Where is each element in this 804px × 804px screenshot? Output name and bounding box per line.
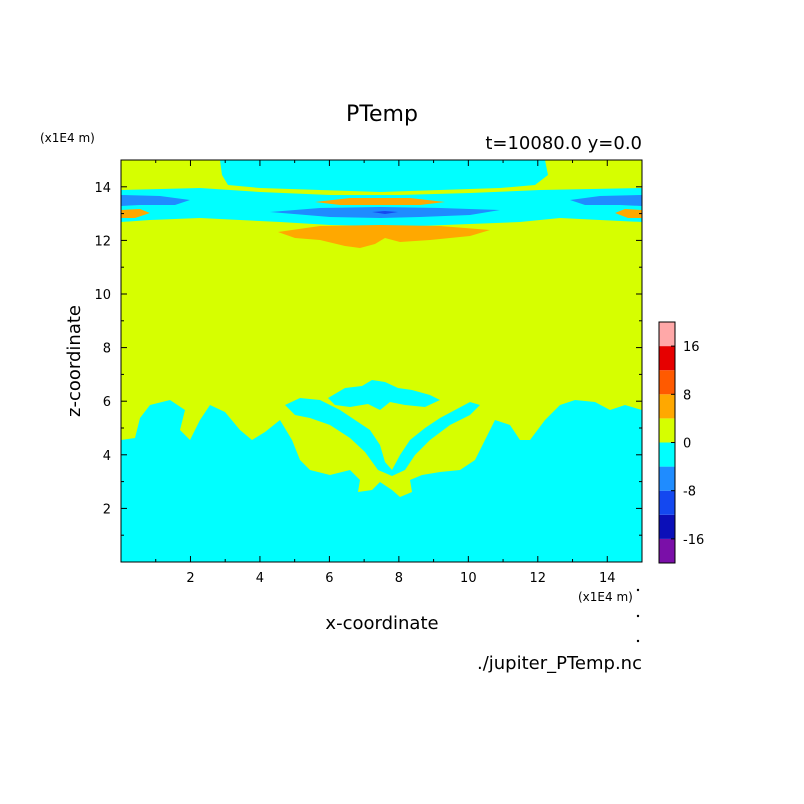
chart-title: PTemp [346,102,418,127]
x-tick-label: 10 [460,571,477,586]
y-tick-label: 14 [94,181,111,196]
y-tick-label: 12 [94,234,111,249]
colorbar-segment [659,394,675,419]
y-tick-label: 4 [103,449,111,464]
region-positive-orange-band-low [278,225,490,248]
region-positive-orange-left [121,209,150,218]
region-negative-upper-band [121,188,642,226]
colorbar-label: 16 [683,340,700,355]
x-tick-label: 12 [530,571,547,586]
x-axis: 2 4 6 8 10 12 14 [155,160,616,586]
y-axis-title: z-coordinate [64,305,85,417]
y-axis-unit: (x1E4 m) [40,131,95,145]
source-file-label: ./jupiter_PTemp.nc [477,653,642,674]
x-axis-title: x-coordinate [325,613,438,634]
contour-fill [121,160,642,562]
x-tick-label: 14 [599,571,616,586]
chart-subtitle: t=10080.0 y=0.0 [485,133,642,154]
y-axis: 2 4 6 8 10 12 14 [94,181,642,536]
colorbar-segment [659,466,675,491]
colorbar-label: 8 [683,388,691,403]
x-tick-label: 8 [395,571,403,586]
plot-frame [120,159,643,563]
region-negative-blue-band-left [121,195,190,206]
colorbar-segment [659,322,675,347]
region-negative-blue-core [372,211,398,214]
x-tick-label: 2 [186,571,194,586]
region-negative-left-patch [155,420,178,452]
region-negative-lower [121,400,642,562]
region-positive-orange-right [615,209,642,218]
colorbar-segment [659,442,675,467]
colorbar-label: 0 [683,437,691,452]
colorbar-segment [659,418,675,443]
region-negative-top-cap [220,160,548,192]
colorbar-segment [659,490,675,515]
colorbar-segment [659,370,675,395]
x-axis-unit: (x1E4 m) [578,590,633,604]
colorbar-segment [659,538,675,563]
colorbar-segment [659,346,675,371]
region-negative-blue-band-right [570,195,642,206]
colorbar-label: -8 [683,485,696,500]
marker-dot [636,588,640,592]
marker-dot [636,639,640,643]
region-negative-island-top [328,380,440,410]
region-positive-orange-band-high [315,198,445,205]
region-negative-right-patch [600,418,630,460]
colorbar-segment [659,514,675,539]
marker-dot [636,614,640,618]
colorbar: -16 -8 0 8 16 [658,321,704,564]
y-tick-label: 10 [94,288,111,303]
y-tick-label: 2 [103,502,111,517]
y-tick-label: 8 [103,342,111,357]
region-negative-island-center [285,398,480,476]
y-tick-label: 6 [103,395,111,410]
colorbar-label: -16 [683,533,704,548]
x-tick-label: 4 [256,571,264,586]
x-tick-label: 6 [325,571,333,586]
